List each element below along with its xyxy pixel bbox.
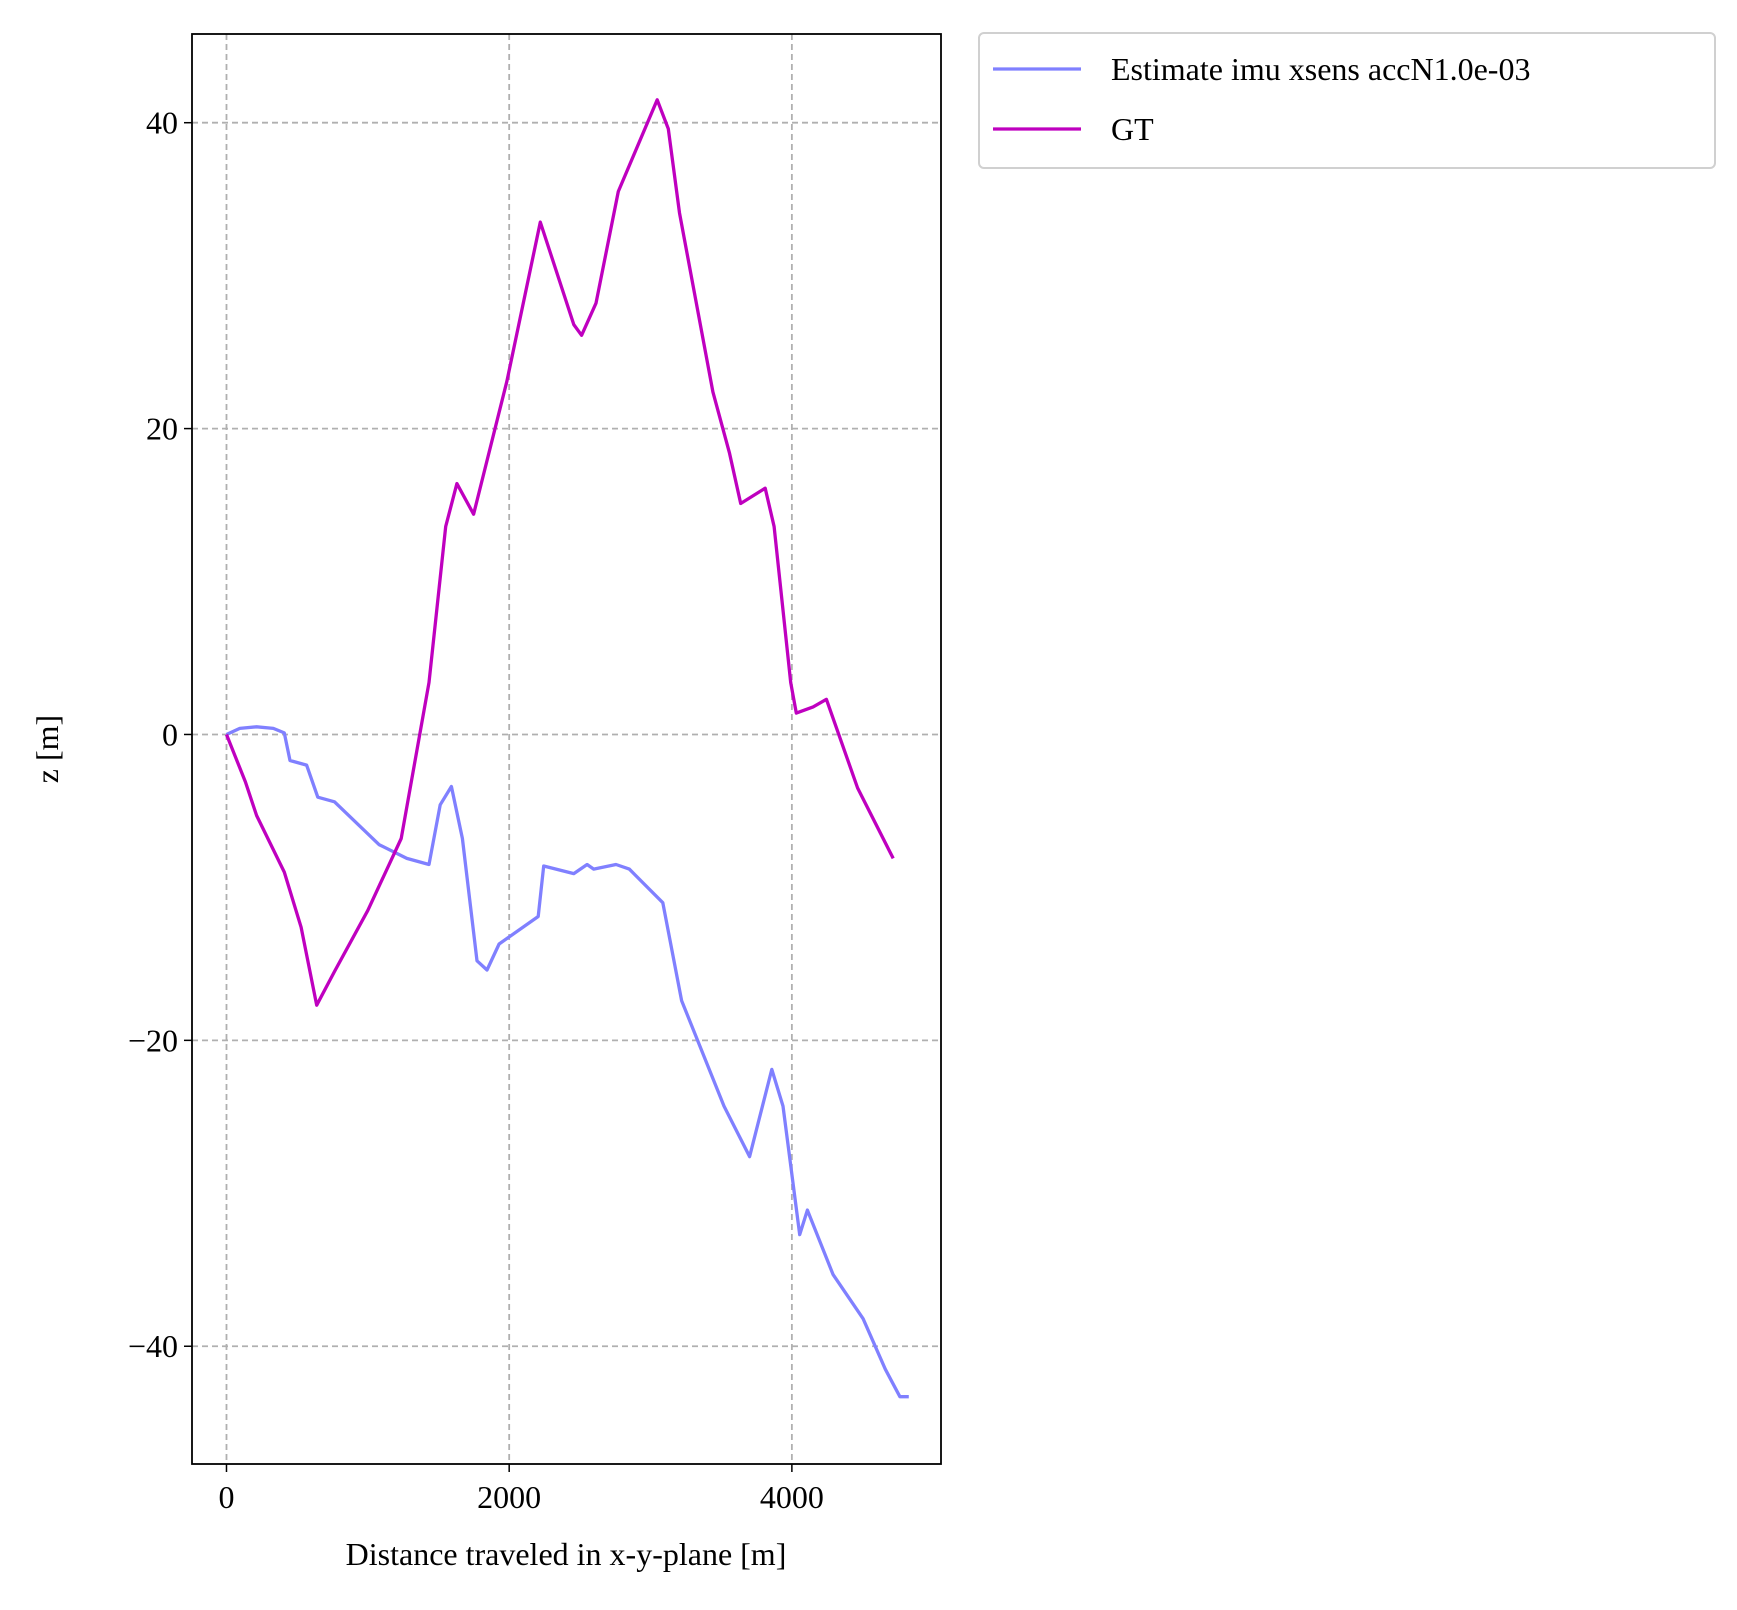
y-tick-label: −40 bbox=[128, 1328, 178, 1364]
x-tick-label: 4000 bbox=[760, 1479, 824, 1515]
y-tick-label: −20 bbox=[128, 1022, 178, 1058]
legend: Estimate imu xsens accN1.0e-03 GT bbox=[978, 32, 1716, 169]
legend-box bbox=[978, 32, 1716, 169]
y-axis-label: z [m] bbox=[29, 715, 65, 783]
y-tick-label: 20 bbox=[146, 411, 178, 447]
legend-label: Estimate imu xsens accN1.0e-03 bbox=[1111, 51, 1530, 87]
y-tick-label: 0 bbox=[162, 716, 178, 752]
x-tick-label: 0 bbox=[218, 1479, 234, 1515]
x-axis-label: Distance traveled in x-y-plane [m] bbox=[346, 1536, 787, 1572]
x-tick-label: 2000 bbox=[477, 1479, 541, 1515]
data-line bbox=[224, 98, 895, 1007]
y-tick-label: 40 bbox=[146, 105, 178, 141]
legend-label: GT bbox=[1111, 111, 1154, 147]
plot-frame bbox=[191, 33, 942, 1465]
data-line bbox=[225, 725, 909, 1399]
